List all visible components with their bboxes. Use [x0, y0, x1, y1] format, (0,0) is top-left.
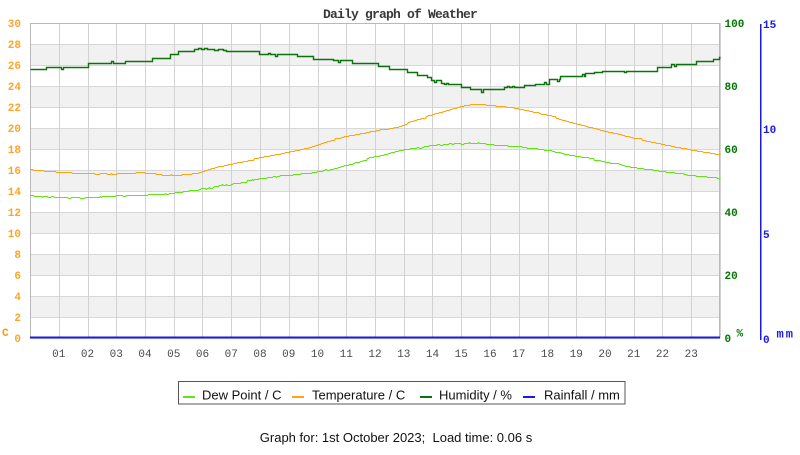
svg-text:04: 04 [138, 349, 152, 361]
svg-text:21: 21 [627, 349, 641, 361]
svg-text:26: 26 [8, 61, 21, 73]
svg-text:0: 0 [14, 334, 21, 346]
svg-text:14: 14 [8, 187, 22, 199]
svg-text:01: 01 [52, 349, 66, 361]
svg-text:Humidity / %: Humidity / % [439, 388, 512, 403]
svg-text:Daily graph of Weather: Daily graph of Weather [323, 7, 477, 22]
svg-text:5: 5 [763, 230, 770, 242]
svg-text:10: 10 [763, 125, 776, 137]
svg-text:24: 24 [8, 82, 22, 94]
svg-text:02: 02 [81, 349, 94, 361]
svg-text:15: 15 [763, 20, 777, 32]
svg-text:20: 20 [725, 271, 738, 283]
svg-text:%: % [737, 329, 744, 341]
svg-text:30: 30 [8, 19, 21, 31]
svg-text:C: C [2, 328, 9, 340]
svg-text:12: 12 [368, 349, 381, 361]
svg-text:22: 22 [8, 103, 21, 115]
svg-text:Graph for: 1st October 2023;: Graph for: 1st October 2023; Load time: … [260, 430, 533, 445]
svg-text:Temperature / C: Temperature / C [312, 388, 405, 403]
svg-text:10: 10 [311, 349, 324, 361]
svg-text:4: 4 [14, 292, 21, 304]
svg-text:19: 19 [570, 349, 583, 361]
svg-text:07: 07 [225, 349, 238, 361]
svg-text:20: 20 [8, 124, 21, 136]
svg-text:100: 100 [725, 19, 745, 31]
svg-text:40: 40 [725, 208, 738, 220]
svg-text:08: 08 [253, 349, 266, 361]
svg-text:20: 20 [598, 349, 611, 361]
svg-text:0: 0 [763, 335, 770, 347]
svg-text:8: 8 [14, 250, 21, 262]
svg-text:mm: mm [777, 328, 795, 342]
svg-text:12: 12 [8, 208, 21, 220]
svg-text:13: 13 [397, 349, 410, 361]
svg-text:Dew Point / C: Dew Point / C [202, 388, 281, 403]
svg-text:17: 17 [512, 349, 525, 361]
svg-text:80: 80 [725, 82, 738, 94]
svg-text:09: 09 [282, 349, 295, 361]
svg-text:06: 06 [196, 349, 209, 361]
svg-text:16: 16 [8, 166, 21, 178]
svg-text:05: 05 [167, 349, 180, 361]
svg-text:16: 16 [483, 349, 496, 361]
svg-text:03: 03 [110, 349, 123, 361]
svg-text:0: 0 [725, 334, 732, 346]
svg-text:22: 22 [656, 349, 669, 361]
svg-text:18: 18 [8, 145, 22, 157]
svg-text:60: 60 [725, 145, 738, 157]
svg-text:23: 23 [685, 349, 698, 361]
svg-text:11: 11 [340, 349, 354, 361]
svg-text:6: 6 [14, 271, 21, 283]
svg-text:Rainfall / mm: Rainfall / mm [544, 388, 620, 403]
svg-text:18: 18 [541, 349, 554, 361]
svg-text:2: 2 [14, 313, 21, 325]
svg-text:28: 28 [8, 40, 22, 52]
svg-text:14: 14 [426, 349, 440, 361]
svg-text:10: 10 [8, 229, 21, 241]
svg-text:15: 15 [455, 349, 468, 361]
